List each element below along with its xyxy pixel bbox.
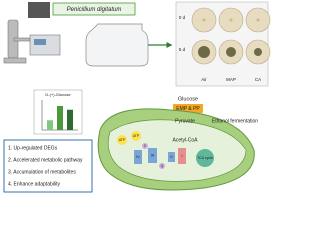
row-label: 5 d	[179, 47, 186, 52]
colony	[198, 46, 210, 58]
complex	[178, 148, 186, 164]
col-label: MAP	[226, 77, 236, 82]
pyruvate: Pyruvate	[175, 118, 195, 124]
finding: 4. Enhance adaptability	[8, 181, 60, 187]
bar	[67, 109, 73, 130]
complex-label: II	[170, 154, 172, 159]
fermentation: Ethanol fermentation	[212, 118, 258, 124]
atp-circle	[131, 131, 141, 141]
fungus-label-box	[52, 2, 136, 16]
q-circle	[159, 163, 165, 169]
colony	[226, 47, 236, 57]
complex	[134, 150, 142, 164]
colony	[202, 18, 206, 22]
complex-label: III	[151, 153, 154, 158]
tca: TCA cycle	[197, 156, 213, 160]
glucose: Glucose	[178, 96, 198, 102]
bar	[47, 120, 53, 130]
graphical-abstract: Penicillium digitatum 0 d 5 d Air MAP CA Glu…	[3, 1, 271, 193]
jar	[85, 23, 149, 67]
bar	[57, 106, 63, 130]
inner-membrane	[107, 119, 247, 182]
complex-label: I	[181, 153, 182, 158]
fungus-label: Penicillium digitatum	[67, 7, 122, 13]
microscope	[3, 19, 31, 64]
c: C	[144, 144, 147, 148]
acetyl-coa: Acetyl-CoA	[172, 137, 198, 143]
inset-title: D-(+)-Glucose	[45, 92, 71, 97]
findings-box	[3, 139, 93, 193]
colony	[229, 18, 233, 22]
device-screen	[34, 39, 46, 45]
atp: ATP	[133, 134, 140, 138]
colony	[254, 48, 262, 56]
q: Q	[161, 164, 164, 168]
finding: 1. Up-regulated DEGs	[8, 145, 58, 151]
atp: ATP	[119, 138, 126, 142]
complex	[148, 148, 157, 163]
tca-circle	[196, 149, 214, 167]
fungus-photo	[28, 2, 50, 18]
col-label: Air	[201, 77, 207, 82]
finding: 2. Accelerated metabolic pathway	[8, 157, 83, 163]
complex	[168, 152, 175, 162]
atp-circle	[117, 135, 127, 145]
finding: 3. Accumulation of metabolites	[8, 169, 76, 175]
col-label: CA	[255, 77, 261, 82]
emp: EMP & PP	[176, 106, 200, 112]
complex-label: IV	[136, 154, 140, 159]
colony	[256, 18, 260, 22]
c-circle	[142, 143, 148, 149]
row-label: 0 d	[179, 15, 186, 20]
